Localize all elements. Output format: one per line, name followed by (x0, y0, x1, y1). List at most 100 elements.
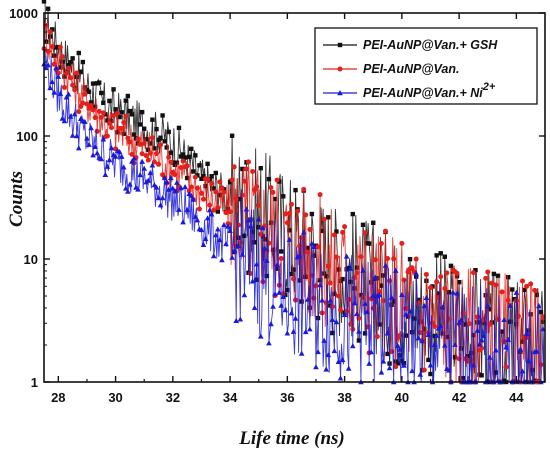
data-point (376, 291, 383, 298)
data-point (143, 153, 149, 159)
data-point (288, 310, 295, 316)
data-point (317, 282, 323, 288)
data-point (51, 89, 58, 95)
data-point (249, 278, 256, 284)
data-point (71, 111, 78, 117)
data-point (167, 174, 174, 181)
data-point (90, 81, 96, 86)
data-point (295, 208, 301, 214)
data-point (534, 292, 540, 298)
data-point (493, 282, 499, 288)
data-point (204, 215, 211, 221)
data-point (221, 187, 227, 192)
data-point (391, 256, 397, 262)
data-point (168, 150, 173, 156)
data-point (73, 133, 80, 139)
data-point (319, 228, 325, 234)
data-point (487, 307, 492, 312)
data-point (127, 181, 133, 187)
data-point (437, 323, 444, 329)
data-point (145, 177, 152, 183)
data-point (478, 337, 485, 343)
data-point (104, 133, 110, 139)
data-point (159, 195, 166, 201)
data-point (141, 141, 147, 147)
x-tick-label: 36 (280, 390, 294, 405)
data-point (174, 179, 180, 185)
legend-label: PEI-AuNP@Van.+ GSH (363, 38, 498, 52)
data-point (335, 358, 342, 364)
data-point (103, 112, 108, 117)
data-point (413, 256, 419, 262)
data-point (202, 235, 209, 242)
x-tick-label: 44 (509, 390, 524, 405)
data-point (207, 202, 213, 208)
data-point (120, 164, 127, 170)
data-point (201, 173, 206, 179)
data-point (381, 273, 386, 278)
data-point (309, 211, 315, 217)
data-point (362, 230, 368, 236)
data-point (446, 289, 452, 295)
data-point (360, 267, 366, 273)
data-point (454, 290, 460, 296)
data-point (66, 62, 71, 68)
data-point (243, 166, 249, 172)
data-point (238, 196, 243, 202)
data-point (206, 207, 213, 213)
data-point (215, 226, 221, 232)
data-point (106, 157, 113, 163)
data-point (323, 274, 329, 279)
data-point (450, 289, 456, 295)
data-point (421, 302, 428, 309)
data-point (319, 297, 325, 303)
data-point (460, 310, 466, 316)
data-point (409, 330, 415, 335)
data-point (194, 185, 200, 191)
data-point (194, 217, 201, 223)
data-point (41, 0, 47, 4)
data-point (137, 122, 143, 127)
data-point (354, 270, 360, 276)
data-point (147, 150, 153, 156)
data-point (270, 189, 276, 195)
legend-label-superscript: 2+ (482, 81, 496, 93)
data-point (108, 145, 115, 151)
data-point (291, 267, 296, 272)
data-point (229, 133, 235, 138)
data-point (198, 226, 205, 233)
data-point (221, 189, 227, 195)
data-point (212, 232, 219, 238)
data-point (300, 229, 307, 235)
data-point (176, 125, 182, 131)
data-point (409, 265, 415, 271)
data-point (86, 141, 92, 147)
data-point (188, 184, 194, 190)
data-point (180, 158, 186, 164)
data-point (97, 80, 102, 85)
data-point (264, 257, 270, 263)
data-point (348, 279, 353, 285)
data-point (315, 244, 321, 250)
data-point (474, 327, 481, 333)
data-point (213, 170, 218, 176)
data-point (486, 354, 493, 360)
data-point (476, 341, 483, 347)
data-point (280, 293, 287, 300)
data-point (209, 180, 215, 186)
data-point (105, 118, 110, 123)
data-point (385, 351, 390, 357)
data-point (88, 103, 94, 109)
data-point (219, 185, 225, 191)
x-tick-label: 42 (452, 390, 466, 405)
data-point (227, 227, 233, 233)
data-point (427, 362, 434, 368)
data-point (332, 291, 337, 297)
data-point (268, 321, 274, 327)
data-point (63, 94, 70, 100)
data-point (74, 70, 80, 76)
data-point (442, 286, 448, 292)
data-point (505, 297, 511, 303)
data-point (454, 270, 460, 276)
data-point (239, 192, 245, 198)
